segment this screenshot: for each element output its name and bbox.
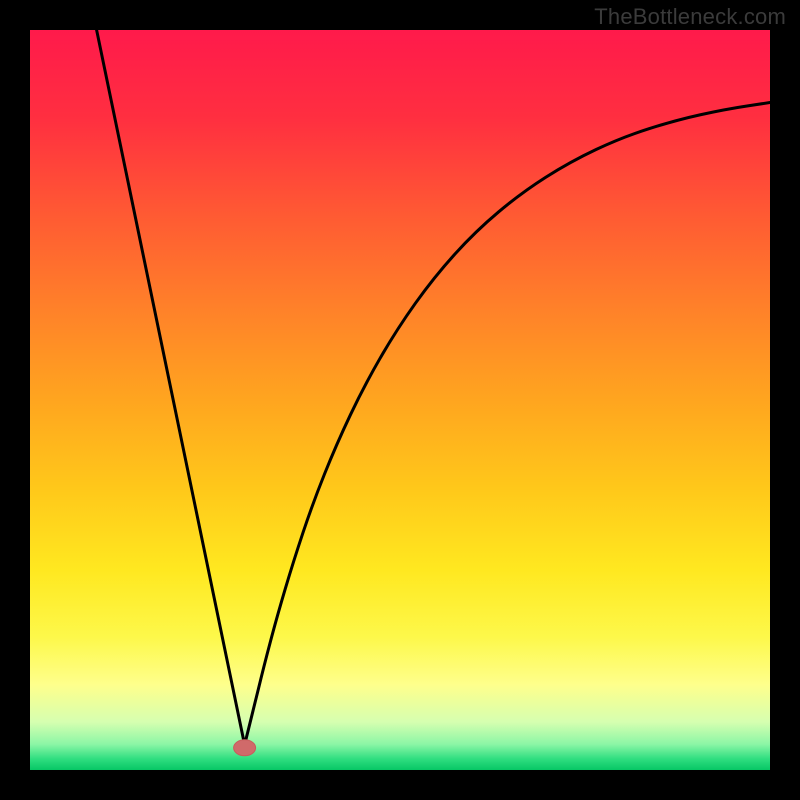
watermark-text: TheBottleneck.com — [594, 4, 786, 30]
chart-container: TheBottleneck.com — [0, 0, 800, 800]
bottleneck-chart — [0, 0, 800, 800]
